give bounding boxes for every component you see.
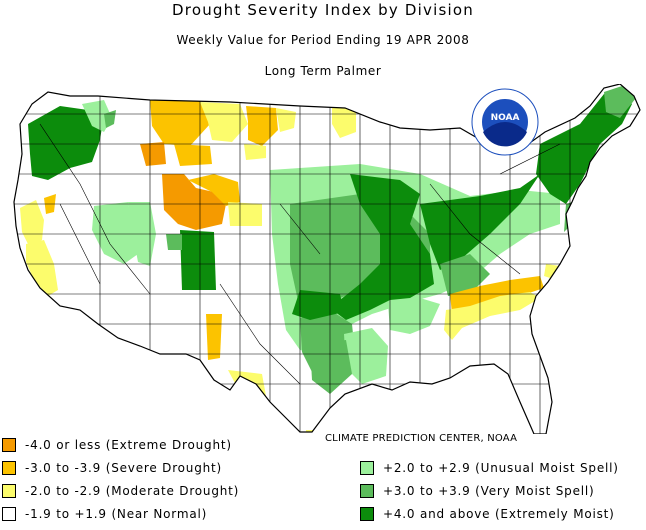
division-very-moist — [104, 110, 116, 128]
division-severe-drought — [206, 314, 222, 360]
map-title: Drought Severity Index by Division — [172, 1, 474, 19]
legend-label: -1.9 to +1.9 (Near Normal) — [25, 506, 208, 521]
legend-item: -4.0 or less (Extreme Drought) — [2, 437, 239, 452]
legend-item: -1.9 to +1.9 (Near Normal) — [2, 506, 239, 521]
division-unusual-moist — [344, 328, 388, 384]
legend-swatch — [2, 506, 16, 521]
legend-label: +4.0 and above (Extremely Moist) — [383, 506, 615, 521]
division-unusual-moist — [92, 202, 138, 264]
division-severe-drought — [558, 266, 572, 288]
credit-text: CLIMATE PREDICTION CENTER, NOAA — [325, 433, 518, 444]
division-very-moist — [604, 86, 636, 118]
division-moderate-drought — [26, 240, 58, 296]
division-severe-drought — [450, 276, 544, 314]
division-very-moist — [310, 340, 352, 394]
legend-swatch — [360, 460, 374, 475]
division-moderate-drought — [444, 292, 540, 340]
legend-moist: +2.0 to +2.9 (Unusual Moist Spell) +3.0 … — [360, 460, 619, 521]
legend-label: -4.0 or less (Extreme Drought) — [25, 437, 232, 452]
division-unusual-moist — [82, 100, 112, 132]
legend-label: +3.0 to +3.9 (Very Moist Spell) — [383, 483, 595, 498]
noaa-logo: NOAA — [471, 88, 539, 156]
legend-drought: -4.0 or less (Extreme Drought) -3.0 to -… — [2, 437, 240, 521]
division-very-moist — [166, 234, 182, 250]
division-extreme-drought — [140, 142, 166, 166]
legend-item: +2.0 to +2.9 (Unusual Moist Spell) — [360, 460, 619, 475]
noaa-logo-text: NOAA — [491, 113, 520, 123]
legend-swatch — [2, 483, 16, 498]
division-severe-drought — [188, 174, 240, 206]
map-subtitle: Weekly Value for Period Ending 19 APR 20… — [176, 33, 470, 47]
legend-swatch — [360, 483, 374, 498]
legend-item: -3.0 to -3.9 (Severe Drought) — [2, 460, 239, 475]
legend-item: -2.0 to -2.9 (Moderate Drought) — [2, 483, 240, 498]
division-moderate-drought — [244, 144, 266, 160]
division-extreme-drought — [162, 174, 226, 230]
legend-item: +4.0 and above (Extremely Moist) — [360, 506, 619, 521]
legend-label: -2.0 to -2.9 (Moderate Drought) — [25, 483, 240, 498]
division-very-moist — [440, 254, 490, 296]
us-climate-division-map: NOAA — [13, 84, 641, 434]
division-extremely-moist — [536, 90, 632, 204]
legend-swatch — [2, 437, 16, 452]
division-extremely-moist — [330, 174, 434, 320]
division-moderate-drought — [228, 202, 262, 226]
division-severe-drought — [150, 100, 210, 146]
division-fills — [14, 84, 640, 434]
legend-item: +3.0 to +3.9 (Very Moist Spell) — [360, 483, 619, 498]
division-extremely-moist — [180, 230, 216, 290]
division-near-normal — [238, 174, 262, 202]
legend-swatch — [2, 460, 16, 475]
division-moderate-drought — [200, 102, 248, 142]
legend-swatch — [360, 506, 374, 521]
division-unusual-moist — [388, 298, 440, 334]
legend-label: +2.0 to +2.9 (Unusual Moist Spell) — [383, 460, 619, 475]
division-extremely-moist — [28, 106, 104, 180]
legend-label: -3.0 to -3.9 (Severe Drought) — [25, 460, 223, 475]
division-borders — [14, 84, 640, 434]
index-name: Long Term Palmer — [264, 64, 382, 78]
division-moderate-drought — [20, 200, 44, 248]
division-extremely-moist — [292, 290, 344, 320]
division-severe-drought — [174, 144, 212, 166]
